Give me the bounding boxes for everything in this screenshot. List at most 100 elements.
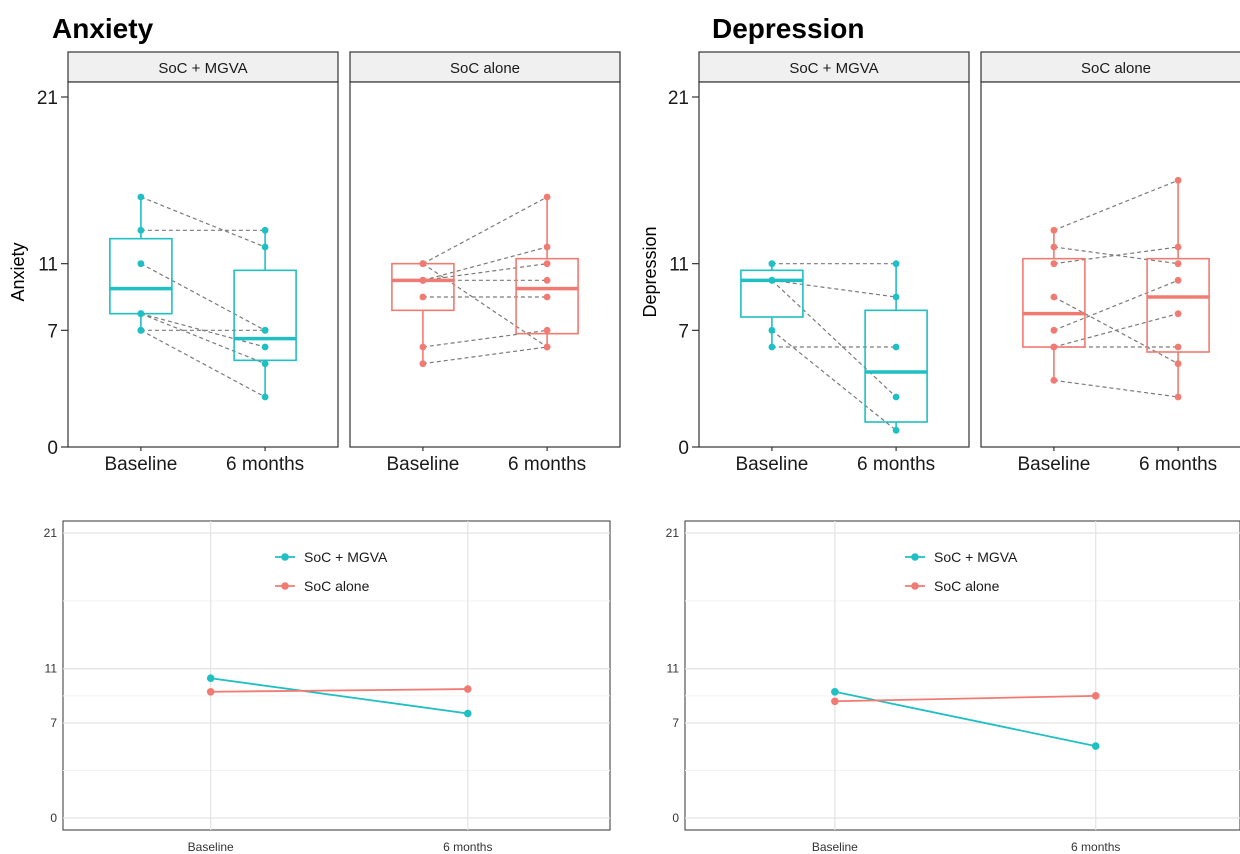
data-point xyxy=(137,226,145,234)
data-point xyxy=(543,343,551,351)
x-tick-label: Baseline xyxy=(1017,454,1090,475)
paired-line xyxy=(140,313,266,365)
data-point xyxy=(261,360,269,368)
legend-label: SoC + MGVA xyxy=(304,549,388,565)
paired-line xyxy=(1053,179,1179,231)
x-tick-label: 6 months xyxy=(508,454,586,475)
data-point xyxy=(137,326,145,334)
data-point xyxy=(261,343,269,351)
paired-line xyxy=(140,196,266,248)
series-point xyxy=(831,687,839,696)
data-point xyxy=(543,243,551,251)
facet-strip xyxy=(349,51,621,83)
facet-strip-label: SoC alone xyxy=(1081,60,1151,77)
data-point xyxy=(137,310,145,318)
x-tick-label: Baseline xyxy=(386,454,459,475)
series-point xyxy=(463,685,472,693)
x-tick-label: 6 months xyxy=(1139,454,1217,475)
y-tick-label: 0 xyxy=(672,811,679,825)
data-point xyxy=(768,276,776,284)
y-tick-label: 11 xyxy=(667,662,680,676)
y-tick-label: 7 xyxy=(47,321,58,342)
legend-key-point xyxy=(281,553,289,561)
data-point xyxy=(543,193,551,201)
panel-frame xyxy=(67,81,339,448)
y-tick-label: 21 xyxy=(37,88,58,109)
data-point xyxy=(1174,260,1182,268)
legend-label: SoC alone xyxy=(304,578,370,594)
data-point xyxy=(1050,260,1058,268)
paired-line xyxy=(1053,279,1179,331)
paired-line xyxy=(140,313,266,348)
data-point xyxy=(892,393,900,401)
box xyxy=(1146,257,1210,353)
chart-title: Depression xyxy=(712,13,865,44)
series-point xyxy=(1091,742,1100,750)
data-point xyxy=(261,243,269,251)
legend-label: SoC + MGVA xyxy=(934,549,1018,565)
y-tick-label: 0 xyxy=(47,438,58,459)
panel-frame xyxy=(698,81,970,448)
data-point xyxy=(543,293,551,301)
legend-key-point xyxy=(911,553,919,561)
data-point xyxy=(543,326,551,334)
series-line xyxy=(834,694,1096,703)
data-point xyxy=(419,260,427,268)
y-axis-label: Anxiety xyxy=(8,242,28,301)
data-point xyxy=(892,260,900,268)
series-point xyxy=(206,674,215,683)
y-tick-label: 21 xyxy=(666,526,680,540)
data-point xyxy=(892,426,900,434)
data-point xyxy=(1174,343,1182,351)
series-point xyxy=(831,697,839,706)
data-point xyxy=(419,276,427,284)
data-point xyxy=(1050,293,1058,301)
data-point xyxy=(419,360,427,368)
x-tick-label: Baseline xyxy=(735,454,808,475)
y-axis-label: Depression xyxy=(640,226,660,317)
series-point xyxy=(463,709,472,718)
series-line xyxy=(210,688,468,693)
panel-frame xyxy=(62,520,611,831)
paired-line xyxy=(1053,313,1179,348)
paired-line xyxy=(771,329,897,431)
paired-line xyxy=(422,196,548,265)
data-point xyxy=(419,343,427,351)
data-point xyxy=(543,276,551,284)
y-tick-label: 11 xyxy=(669,255,689,276)
data-point xyxy=(1174,310,1182,318)
box xyxy=(740,269,804,318)
paired-line xyxy=(771,279,897,398)
box xyxy=(864,309,928,423)
x-tick-label: Baseline xyxy=(188,840,234,854)
data-point xyxy=(1174,276,1182,284)
y-tick-label: 7 xyxy=(672,716,679,730)
x-tick-label: 6 months xyxy=(443,840,492,854)
paired-line xyxy=(140,263,266,331)
data-point xyxy=(1174,393,1182,401)
data-point xyxy=(892,293,900,301)
panel-frame xyxy=(684,520,1240,831)
y-tick-label: 21 xyxy=(668,88,689,109)
data-point xyxy=(768,343,776,351)
paired-line xyxy=(422,263,548,348)
data-point xyxy=(137,260,145,268)
x-tick-label: 6 months xyxy=(1071,840,1120,854)
y-tick-label: 7 xyxy=(678,321,689,342)
series-point xyxy=(1091,692,1100,700)
chart-title: Anxiety xyxy=(52,13,154,44)
data-point xyxy=(1050,376,1058,384)
x-tick-label: 6 months xyxy=(857,454,935,475)
facet-strip-label: SoC alone xyxy=(450,60,520,77)
facet-strip xyxy=(698,51,970,83)
y-tick-label: 7 xyxy=(50,716,57,730)
data-point xyxy=(543,260,551,268)
data-point xyxy=(1050,326,1058,334)
data-point xyxy=(419,293,427,301)
data-point xyxy=(261,326,269,334)
x-tick-label: Baseline xyxy=(104,454,177,475)
y-tick-label: 11 xyxy=(38,255,58,276)
data-point xyxy=(1174,243,1182,251)
x-tick-label: 6 months xyxy=(226,454,304,475)
